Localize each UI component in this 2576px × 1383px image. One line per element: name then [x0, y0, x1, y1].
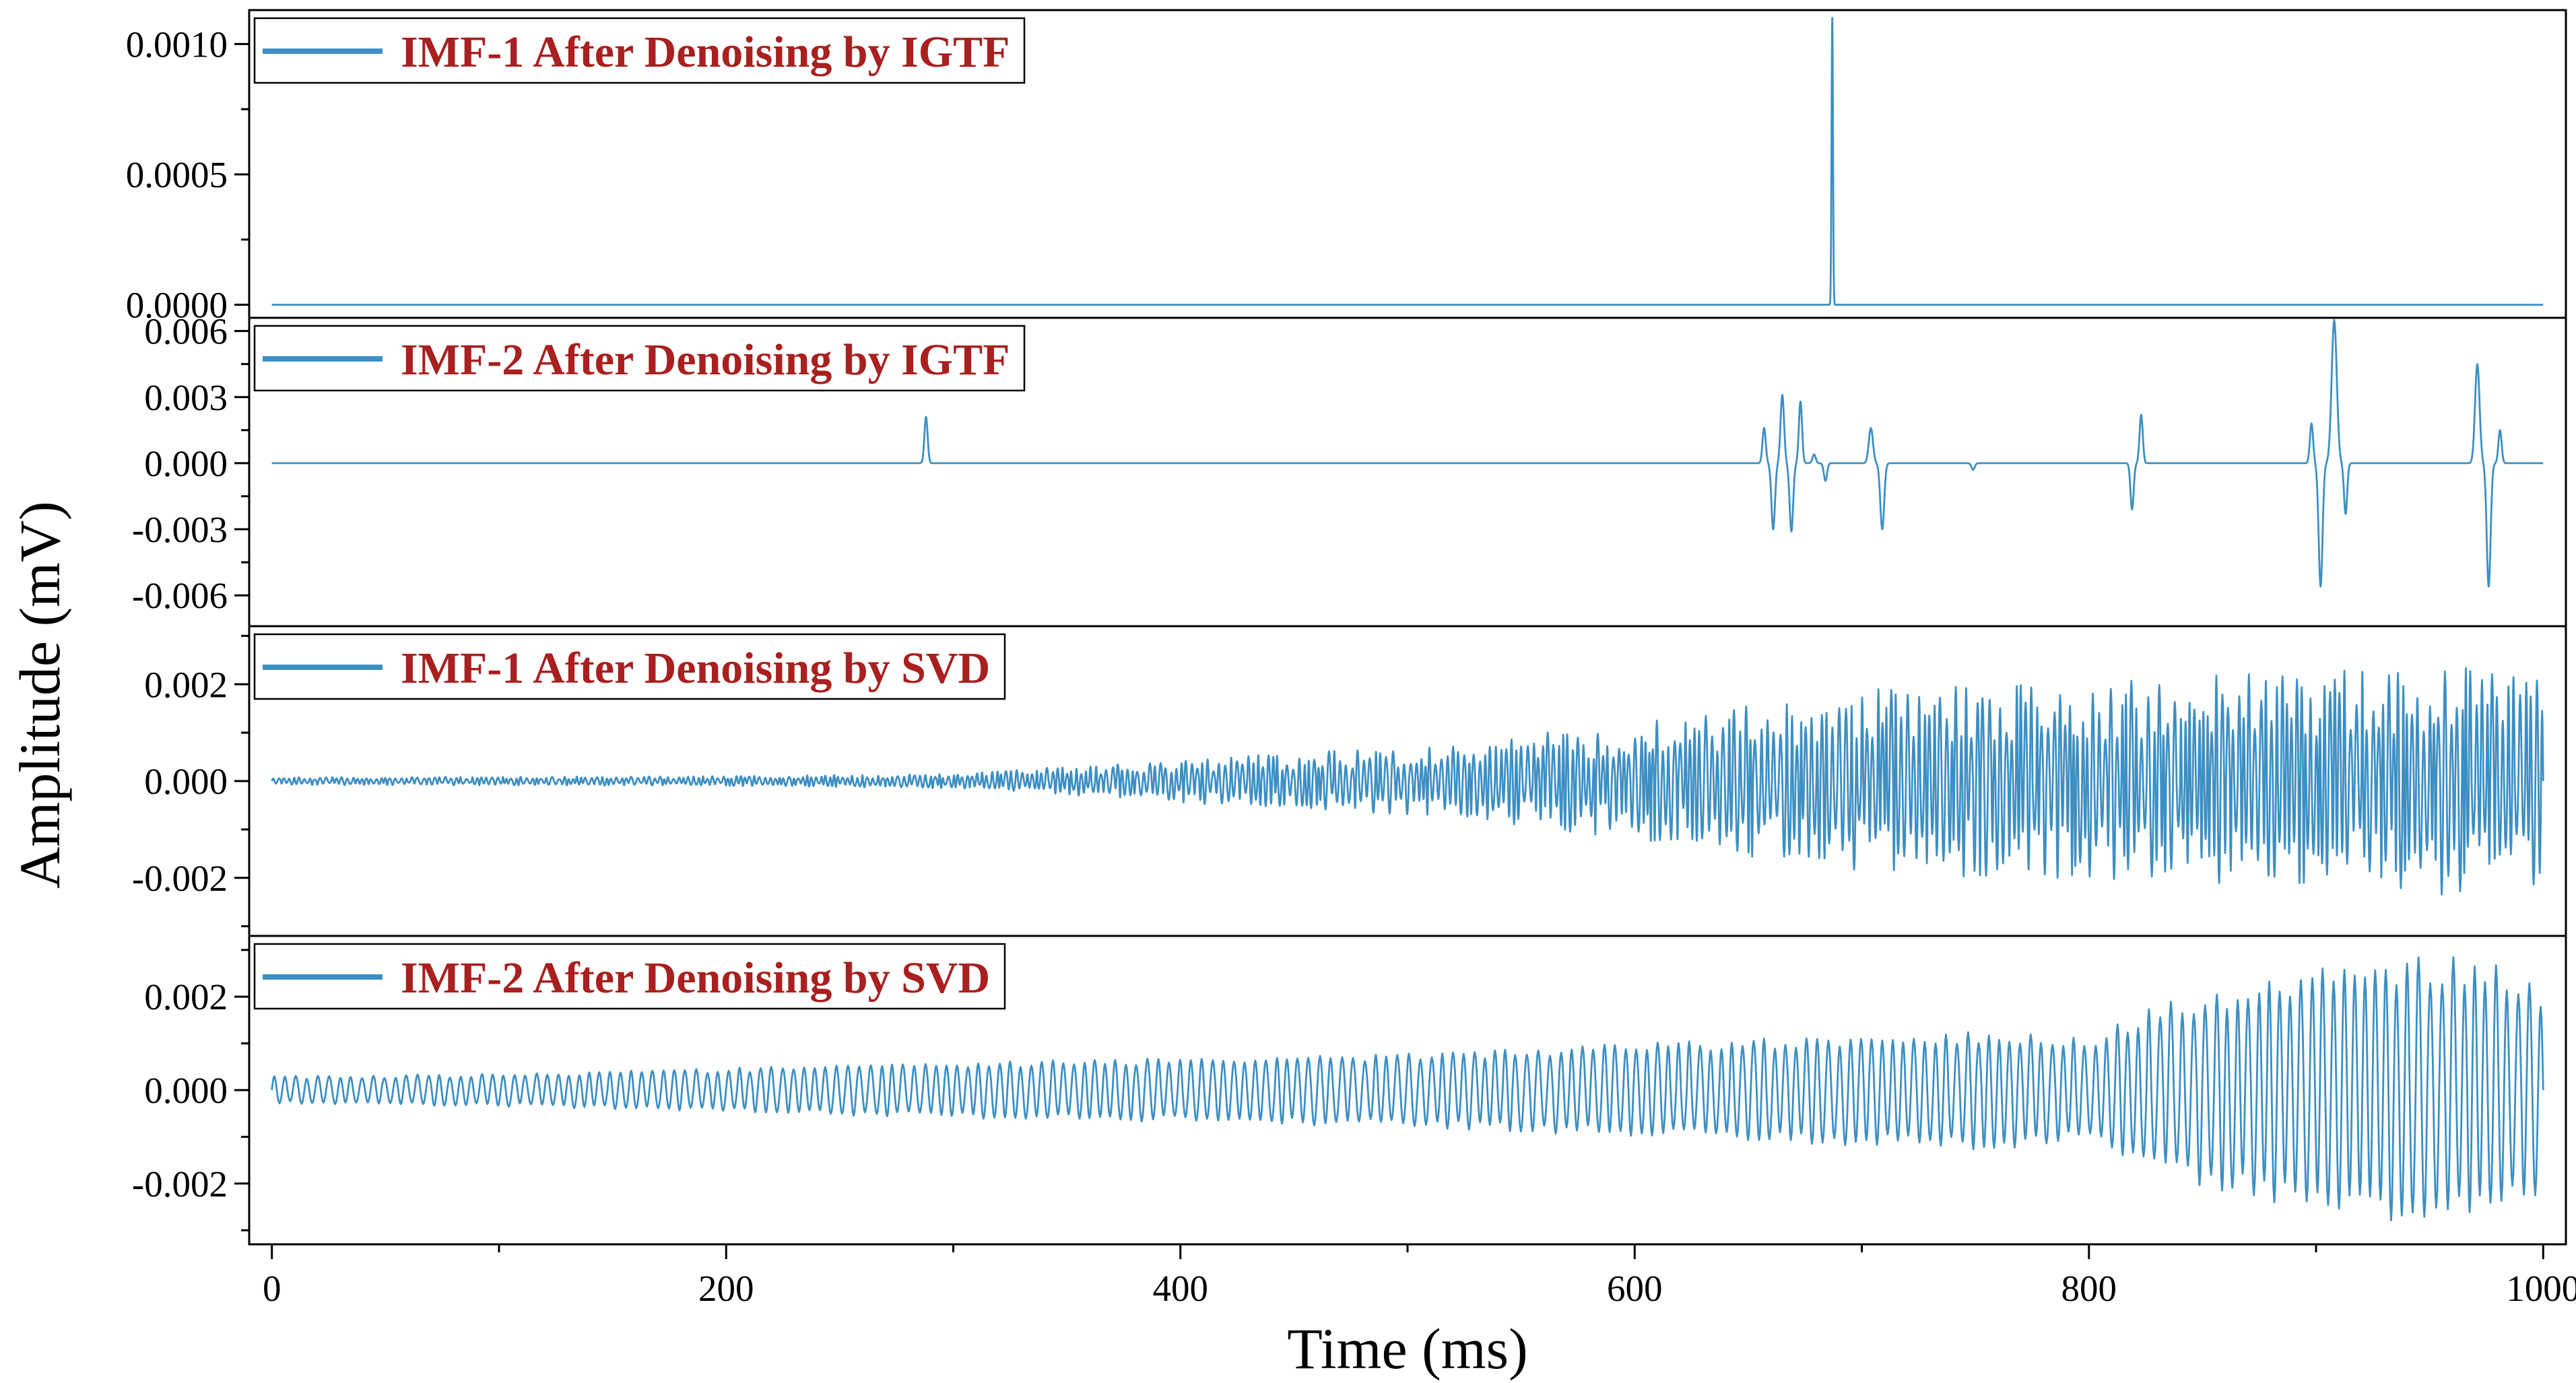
legend: IMF-2 After Denoising by IGTF: [253, 325, 1026, 392]
series-line: [271, 318, 2544, 588]
y-tick-label: 0.003: [144, 377, 228, 418]
legend: IMF-2 After Denoising by SVD: [253, 943, 1006, 1010]
y-tick-label: -0.006: [132, 575, 228, 616]
legend-box: [253, 17, 1026, 84]
x-tick-label: 200: [698, 1268, 754, 1309]
x-axis: 0 200 400 600 800 1000: [263, 1244, 2576, 1309]
series-line: [271, 956, 2544, 1221]
x-tick-label: 1000: [2506, 1268, 2576, 1309]
y-tick-label: 0.0010: [126, 24, 228, 65]
x-tick-label: 400: [1152, 1268, 1208, 1309]
panel-3: -0.002 0.000 0.002 IMF-1 After Denoising by…: [132, 625, 2567, 937]
y-tick-label: -0.002: [132, 1163, 228, 1205]
y-tick-label: -0.002: [132, 858, 228, 899]
y-axis-title: Amplitude (mV): [7, 501, 72, 889]
y-tick-label: 0.000: [144, 761, 228, 802]
legend-label: IMF-1 After Denoising by IGTF: [401, 28, 1010, 77]
series-line: [271, 667, 2544, 896]
panel-4: -0.002 0.000 0.002 IMF-2 After Denoising by…: [132, 935, 2567, 1246]
panel-2: -0.006 -0.003 0.000 0.003 0.006 IMF-2 After D…: [132, 311, 2567, 628]
series-line: [271, 17, 2544, 306]
y-tick-label: 0.000: [144, 443, 228, 484]
legend-label: IMF-1 After Denoising by SVD: [401, 644, 990, 693]
y-tick-label: 0.0000: [126, 285, 228, 326]
legend: IMF-1 After Denoising by IGTF: [253, 17, 1026, 84]
legend: IMF-1 After Denoising by SVD: [253, 633, 1006, 700]
y-tick-label: 0.000: [144, 1070, 228, 1111]
legend-label: IMF-2 After Denoising by IGTF: [401, 335, 1010, 384]
y-tick-label: 0.002: [144, 664, 228, 705]
chart-panels: 0.0000 0.0005 0.0010 IMF-1 After Denoising …: [126, 9, 2567, 1246]
x-tick-label: 600: [1607, 1268, 1663, 1309]
panel-1: 0.0000 0.0005 0.0010 IMF-1 After Denoising …: [126, 9, 2567, 326]
y-tick-label: 0.0005: [126, 154, 228, 195]
legend-label: IMF-2 After Denoising by SVD: [401, 953, 990, 1003]
y-tick-label: 0.002: [144, 976, 228, 1017]
legend-box: [253, 325, 1026, 392]
x-tick-label: 0: [263, 1268, 282, 1309]
y-tick-label: -0.003: [132, 509, 228, 550]
x-axis-title: Time (ms): [1287, 1316, 1528, 1381]
y-tick-label: 0.006: [144, 311, 228, 352]
x-tick-label: 800: [2061, 1268, 2117, 1309]
